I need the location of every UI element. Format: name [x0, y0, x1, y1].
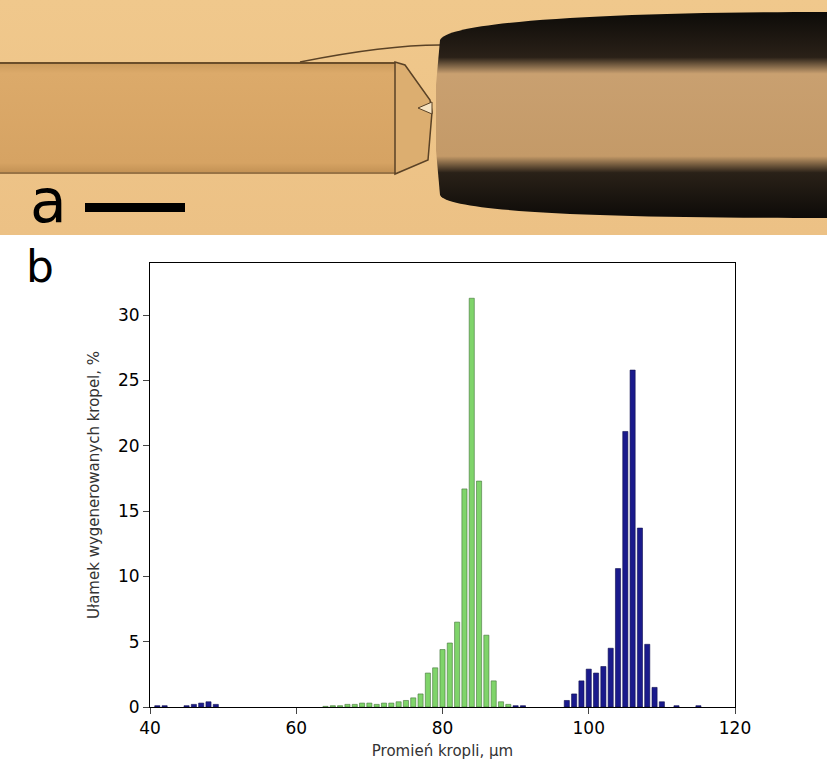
- svg-text:15: 15: [118, 501, 140, 521]
- svg-text:Ułamek wygenerowanych kropel,: Ułamek wygenerowanych kropel, %: [85, 351, 103, 619]
- svg-text:120: 120: [719, 718, 751, 738]
- svg-text:10: 10: [118, 566, 140, 586]
- svg-text:80: 80: [432, 718, 454, 738]
- svg-text:0: 0: [129, 697, 140, 717]
- svg-text:b: b: [26, 241, 54, 292]
- svg-text:30: 30: [118, 305, 140, 325]
- svg-text:5: 5: [129, 632, 140, 652]
- svg-text:25: 25: [118, 370, 140, 390]
- svg-text:20: 20: [118, 436, 140, 456]
- svg-text:100: 100: [573, 718, 605, 738]
- svg-text:a: a: [30, 166, 67, 235]
- svg-text:40: 40: [139, 718, 161, 738]
- svg-text:Promień kropli, µm: Promień kropli, µm: [372, 742, 513, 760]
- svg-text:60: 60: [285, 718, 307, 738]
